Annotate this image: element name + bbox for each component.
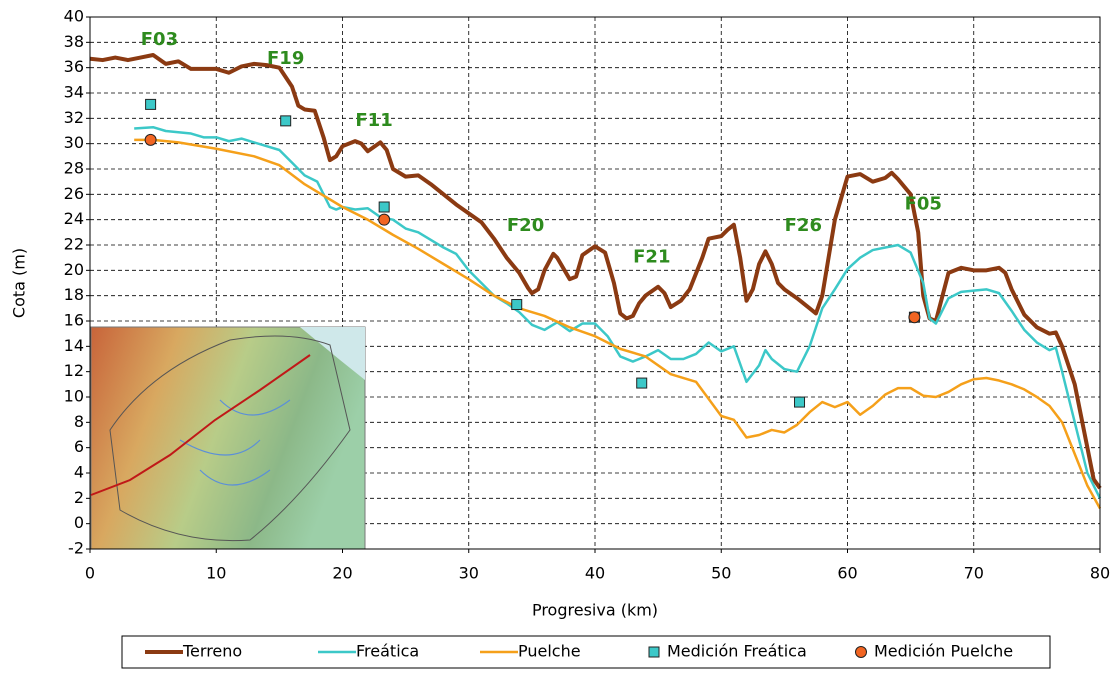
y-tick-label: 26 <box>64 184 84 203</box>
y-tick-label: 18 <box>64 285 84 304</box>
point <box>145 134 156 145</box>
y-axis-title: Cota (m) <box>10 248 29 318</box>
point <box>512 300 522 310</box>
legend-label: Terreno <box>182 642 242 661</box>
y-tick-label: 38 <box>64 32 84 51</box>
legend-swatch <box>649 647 659 657</box>
x-tick-label: 0 <box>85 564 95 583</box>
y-tick-label: 36 <box>64 57 84 76</box>
point <box>637 378 647 388</box>
y-tick-label: 24 <box>64 209 84 228</box>
point <box>909 312 920 323</box>
y-tick-label: 20 <box>64 260 84 279</box>
y-tick-label: 6 <box>74 437 84 456</box>
x-tick-label: 20 <box>332 564 352 583</box>
point <box>146 99 156 109</box>
y-tick-label: 30 <box>64 133 84 152</box>
x-tick-label: 60 <box>837 564 857 583</box>
y-tick-label: 8 <box>74 412 84 431</box>
point <box>379 202 389 212</box>
y-tick-label: 22 <box>64 235 84 254</box>
y-tick-label: 4 <box>74 463 84 482</box>
x-tick-label: 40 <box>585 564 605 583</box>
annotation: F21 <box>633 247 670 268</box>
legend-swatch <box>856 647 867 658</box>
annotation: F20 <box>507 215 544 236</box>
annotation: F03 <box>141 29 178 50</box>
x-tick-label: 50 <box>711 564 731 583</box>
legend-label: Puelche <box>518 642 581 661</box>
legend-label: Medición Puelche <box>874 642 1013 661</box>
legend-label: Medición Freática <box>667 642 807 661</box>
y-tick-label: 40 <box>64 7 84 26</box>
y-tick-label: 32 <box>64 108 84 127</box>
y-tick-label: 16 <box>64 311 84 330</box>
y-tick-label: 34 <box>64 83 84 102</box>
x-tick-label: 80 <box>1090 564 1110 583</box>
annotation: F26 <box>785 215 822 236</box>
y-tick-label: 10 <box>64 387 84 406</box>
annotation: F19 <box>267 48 304 69</box>
x-axis-title: Progresiva (km) <box>532 601 658 620</box>
y-tick-label: 14 <box>64 336 84 355</box>
y-tick-label: 12 <box>64 361 84 380</box>
annotation: F11 <box>355 110 392 131</box>
point <box>795 397 805 407</box>
y-tick-label: -2 <box>68 539 84 558</box>
inset-map <box>91 327 365 549</box>
x-tick-label: 70 <box>964 564 984 583</box>
x-tick-label: 30 <box>459 564 479 583</box>
chart: Progresiva (km) Cota (m) Terreno Freática… <box>0 0 1116 675</box>
y-tick-label: 28 <box>64 159 84 178</box>
y-tick-label: 2 <box>74 488 84 507</box>
point <box>379 214 390 225</box>
x-tick-label: 10 <box>206 564 226 583</box>
legend-label: Freática <box>356 642 419 661</box>
annotation: F05 <box>905 193 942 214</box>
point <box>281 116 291 126</box>
y-tick-label: 0 <box>74 513 84 532</box>
